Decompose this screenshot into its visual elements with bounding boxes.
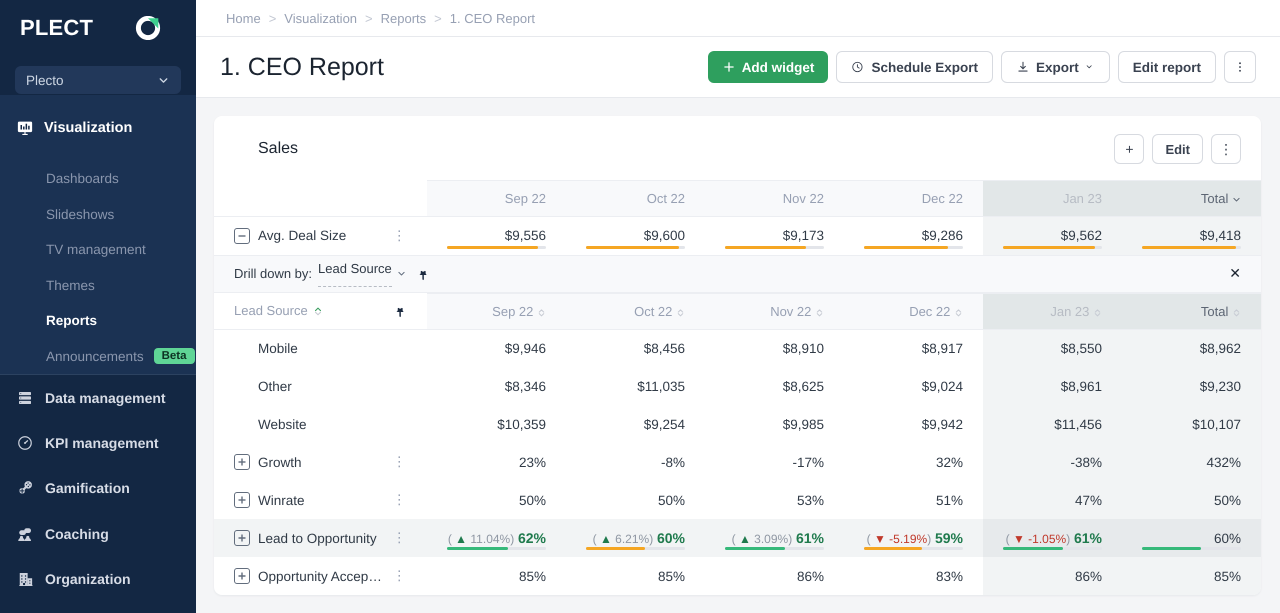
svg-text:PLECT: PLECT [20, 16, 93, 40]
